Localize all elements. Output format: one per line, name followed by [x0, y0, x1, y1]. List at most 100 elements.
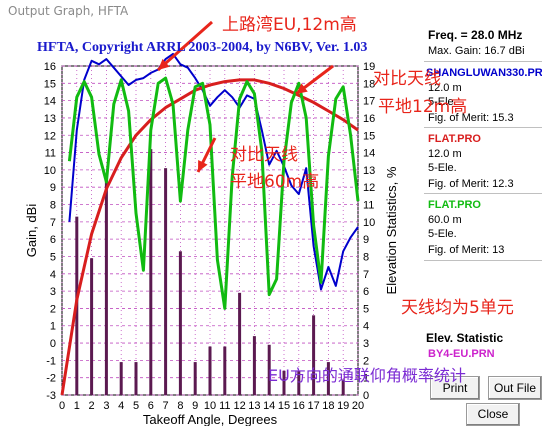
- y-tick-label: 6: [50, 234, 56, 246]
- x-tick-label: 12: [233, 400, 245, 412]
- y2-tick-label: 15: [363, 130, 375, 142]
- legend-entry-1-elements: 5-Ele.: [428, 96, 457, 108]
- y2-tick-label: 9: [363, 234, 369, 246]
- y-tick-label: 11: [45, 148, 56, 160]
- annotation-shangluwan: 上路湾EU,12m高: [222, 15, 357, 35]
- legend-entry-2-name: FLAT.PRO: [428, 133, 481, 145]
- y-tick-label: 15: [44, 78, 56, 90]
- y-tick-label: 12: [44, 130, 56, 142]
- series-line-1: [68, 52, 359, 291]
- x-tick-label: 9: [192, 400, 198, 412]
- y-tick-label: 1: [50, 321, 56, 333]
- legend-entry-2-elements: 5-Ele.: [428, 162, 457, 174]
- elevation-bar: [208, 346, 212, 395]
- legend-entry-3-name: FLAT.PRO: [428, 199, 481, 211]
- divider: [424, 61, 542, 62]
- annotation-arrow-2-head: [296, 83, 308, 94]
- x-tick-label: 15: [278, 400, 290, 412]
- elevation-bar: [297, 370, 301, 395]
- x-tick-label: 7: [163, 400, 169, 412]
- x-tick-label: 4: [118, 400, 124, 412]
- y-tick-label: 5: [50, 251, 56, 263]
- out-file-button[interactable]: Out File: [488, 376, 542, 400]
- gain-chart: -3-2-10123456789101112131415160123456789…: [24, 20, 399, 426]
- legend-entry-3-elements: 5-Ele.: [428, 228, 457, 240]
- elevation-bar: [178, 251, 182, 395]
- elevation-bar: [252, 336, 256, 395]
- annotation-eu-statistics: EU方向的通联仰角概率统计: [268, 366, 466, 385]
- y2-tick-label: 4: [363, 321, 369, 333]
- y2-tick-label: 17: [363, 96, 375, 108]
- x-axis-label: Takeoff Angle, Degrees: [143, 412, 278, 426]
- elevation-bar: [104, 176, 108, 395]
- x-tick-label: 16: [293, 400, 305, 412]
- y2-tick-label: 18: [363, 78, 375, 90]
- y-tick-label: -2: [46, 373, 56, 385]
- y-tick-label: 14: [44, 96, 56, 108]
- x-tick-label: 3: [103, 400, 109, 412]
- x-tick-label: 8: [177, 400, 183, 412]
- y-tick-label: 13: [44, 113, 56, 125]
- elevation-bar: [193, 362, 197, 395]
- annotation-compare-1: 对比天线: [373, 69, 441, 89]
- y2-tick-label: 7: [363, 269, 369, 281]
- close-button[interactable]: Close: [466, 403, 520, 426]
- x-tick-label: 18: [322, 400, 334, 412]
- legend-entry-1-name: SHANGLUWAN330.PR: [426, 67, 542, 79]
- y2-tick-label: 11: [363, 200, 374, 212]
- x-tick-label: 10: [204, 400, 216, 412]
- y2-tick-label: 0: [363, 390, 369, 402]
- x-tick-label: 19: [337, 400, 349, 412]
- y-tick-label: 10: [44, 165, 56, 177]
- y2-tick-label: 14: [363, 148, 375, 160]
- x-tick-label: 6: [148, 400, 154, 412]
- print-button[interactable]: Print: [430, 376, 480, 400]
- y2-tick-label: 12: [363, 182, 375, 194]
- y2-tick-label: 6: [363, 286, 369, 298]
- y-tick-label: 0: [50, 338, 56, 350]
- annotation-arrow-1-head: [158, 58, 170, 70]
- legend-entry-2-merit: Fig. of Merit: 12.3: [428, 178, 514, 190]
- y-tick-label: -3: [46, 390, 56, 402]
- legend-entry-1-height: 12.0 m: [428, 82, 462, 94]
- elevation-bar: [134, 362, 138, 395]
- elevation-bar: [119, 362, 123, 395]
- annotation-compare-2: 对比天线: [230, 145, 298, 165]
- elevation-bar: [164, 168, 168, 395]
- x-tick-label: 17: [307, 400, 319, 412]
- x-tick-label: 1: [74, 400, 80, 412]
- legend-entry-2-height: 12.0 m: [428, 148, 462, 160]
- elevation-bar: [238, 292, 242, 395]
- annotation-five-elements: 天线均为5单元: [401, 298, 514, 318]
- legend-entry-3-height: 60.0 m: [428, 214, 462, 226]
- max-gain-label: Max. Gain: 16.7 dBi: [428, 45, 525, 57]
- window-title: Output Graph, HFTA: [8, 4, 129, 18]
- chart-title: HFTA, Copyright ARRL 2003-2004, by N6BV,…: [37, 40, 368, 55]
- x-tick-label: 13: [248, 400, 260, 412]
- divider: [424, 260, 542, 261]
- frequency-label: Freq. = 28.0 MHz: [428, 28, 523, 42]
- series-line-2: [60, 78, 359, 396]
- x-tick-label: 2: [89, 400, 95, 412]
- y-axis-label: Gain, dBi: [24, 204, 39, 258]
- y-tick-label: 3: [50, 286, 56, 298]
- elevation-bar: [90, 258, 94, 395]
- elevation-bar: [341, 379, 345, 395]
- x-tick-label: 11: [219, 400, 230, 412]
- x-tick-label: 14: [263, 400, 275, 412]
- divider: [424, 127, 542, 128]
- series-line-3: [67, 76, 360, 310]
- y-tick-label: 16: [44, 61, 56, 73]
- elev-statistic-file: BY4-EU.PRN: [428, 348, 495, 360]
- y2-tick-label: 19: [363, 61, 375, 73]
- y2-tick-label: 10: [363, 217, 375, 229]
- y-tick-label: -1: [46, 355, 56, 367]
- y-tick-label: 7: [50, 217, 56, 229]
- legend-entry-3-merit: Fig. of Merit: 13: [428, 244, 505, 256]
- y-tick-label: 9: [50, 182, 56, 194]
- y-tick-label: 2: [50, 303, 56, 315]
- y2-tick-label: 1: [363, 373, 369, 385]
- y2-tick-label: 5: [363, 303, 369, 315]
- side-panel: [424, 22, 542, 426]
- annotation-flat-60m: 平地60m高: [230, 172, 320, 192]
